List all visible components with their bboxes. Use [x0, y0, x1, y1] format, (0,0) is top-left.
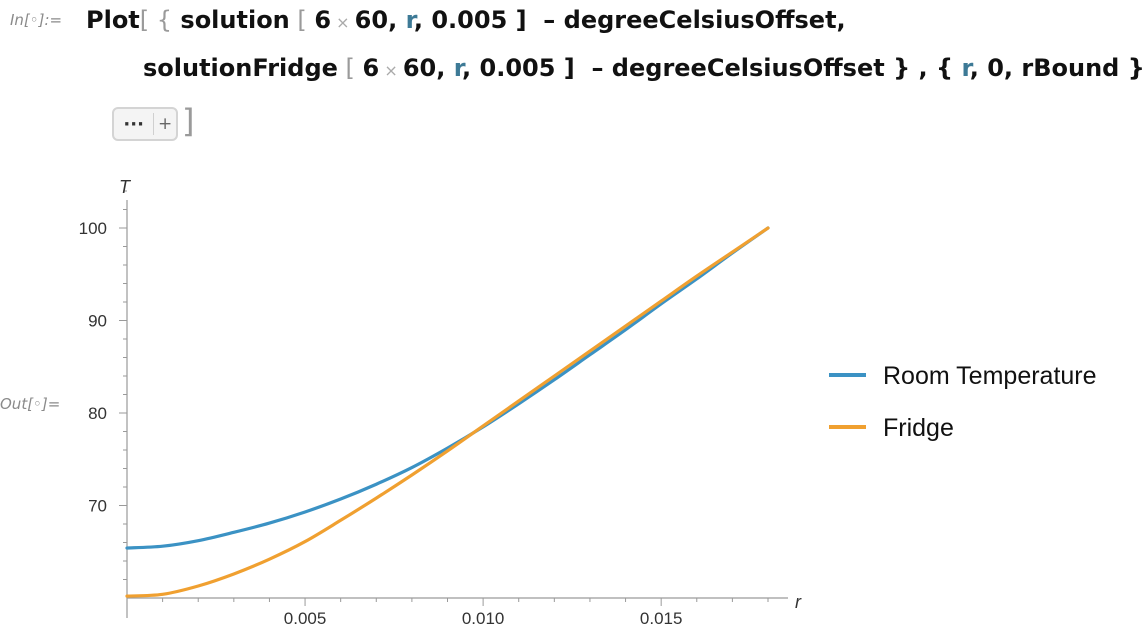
x-tick-label: 0.010 [462, 609, 505, 624]
ellipsis-icon: ··· [123, 113, 144, 135]
var-r-2: r [453, 54, 463, 82]
arg-comma: , [388, 6, 406, 34]
y-tick-label: 70 [88, 497, 107, 516]
solution-function: solution [180, 6, 290, 34]
code-rest-2b: , 0, rBound } , [969, 54, 1146, 82]
arg-comma-2: , [436, 54, 454, 82]
arg-six: 6 [314, 6, 332, 34]
var-r-3: r [961, 54, 970, 82]
arg-six-2: 6 [362, 54, 380, 82]
x-tick-label: 0.005 [284, 609, 327, 624]
var-r: r [405, 6, 414, 34]
x-tick-label: 0.015 [640, 609, 683, 624]
series-line-fridge [125, 226, 770, 598]
times-symbol-2: × [379, 61, 403, 80]
args-open-bracket: [ [289, 6, 315, 34]
arg-sixty: 60 [354, 6, 389, 34]
output-cell-label: Out[◦]= [0, 395, 61, 413]
code-rest-1: , 0.005 ] – degreeCelsiusOffset, [413, 6, 846, 34]
button-divider [153, 113, 155, 135]
legend-entry: Room Temperature [883, 362, 1097, 390]
plot-axes: 0.005 0.010 0.015 70 80 90 100 Tr [79, 177, 802, 624]
code-rest-2a: , 0.005 ] – degreeCelsiusOffset } , { [462, 54, 962, 82]
open-brackets: [ { [139, 6, 173, 34]
y-tick-label: 100 [79, 219, 107, 238]
times-symbol: × [331, 13, 355, 32]
legend-entry: Fridge [883, 414, 954, 442]
plus-icon[interactable]: + [158, 114, 173, 134]
plot-legend: Room Temperature Fridge [829, 362, 1097, 442]
code-line-1[interactable]: Plot[ { solution [ 6 × 60, r, 0.005 ] – … [86, 6, 846, 34]
y-tick-label: 90 [88, 312, 107, 331]
plot-function: Plot [86, 6, 140, 34]
solution-fridge-function: solutionFridge [143, 54, 338, 82]
close-bracket: ] [182, 102, 195, 140]
x-axis-label: r [795, 592, 802, 612]
input-cell-label: In[◦]:= [10, 11, 63, 29]
plot-series-layer [125, 226, 770, 598]
args-open-bracket-2: [ [337, 54, 363, 82]
y-tick-label: 80 [88, 404, 107, 423]
y-axis-label: T [119, 177, 132, 197]
options-ellipsis-button[interactable]: ··· + [112, 107, 178, 141]
code-line-2[interactable]: solutionFridge [ 6 × 60, r, 0.005 ] – de… [143, 54, 1146, 82]
series-line-room-temperature [125, 226, 770, 550]
arg-sixty-2: 60 [402, 54, 437, 82]
